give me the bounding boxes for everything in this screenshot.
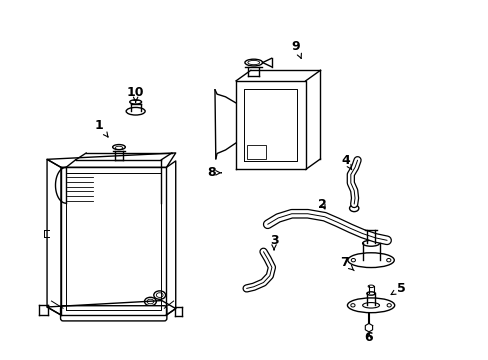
- Ellipse shape: [244, 59, 262, 66]
- Text: 8: 8: [207, 166, 221, 179]
- Ellipse shape: [366, 292, 374, 295]
- Text: 4: 4: [341, 154, 351, 170]
- Text: 1: 1: [94, 119, 108, 137]
- Ellipse shape: [350, 258, 355, 262]
- Ellipse shape: [362, 240, 379, 246]
- Text: 9: 9: [291, 40, 301, 58]
- Ellipse shape: [349, 205, 358, 212]
- Ellipse shape: [367, 285, 373, 288]
- Ellipse shape: [386, 303, 390, 307]
- Text: 3: 3: [269, 234, 278, 250]
- Ellipse shape: [129, 100, 141, 104]
- Ellipse shape: [126, 107, 145, 115]
- Ellipse shape: [347, 253, 393, 267]
- Text: 5: 5: [390, 282, 405, 295]
- Ellipse shape: [347, 298, 394, 313]
- Text: 7: 7: [340, 256, 353, 271]
- Text: 10: 10: [127, 86, 144, 102]
- Ellipse shape: [386, 258, 390, 262]
- Bar: [246, 145, 265, 159]
- Ellipse shape: [350, 303, 354, 307]
- Text: 2: 2: [318, 198, 326, 211]
- Ellipse shape: [154, 291, 165, 299]
- Ellipse shape: [144, 297, 156, 306]
- Text: 6: 6: [364, 331, 372, 344]
- FancyBboxPatch shape: [61, 306, 166, 321]
- Ellipse shape: [362, 302, 379, 308]
